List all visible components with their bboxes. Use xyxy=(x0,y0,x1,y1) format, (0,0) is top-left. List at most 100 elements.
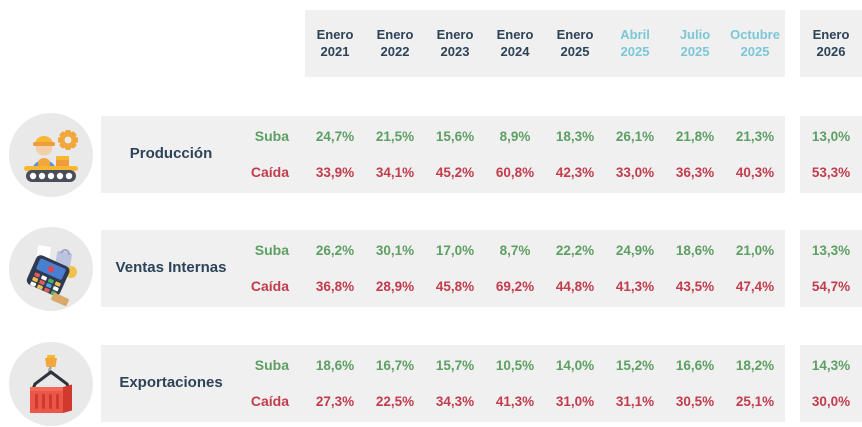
column-gap xyxy=(785,116,800,193)
value-cell: 18,6% xyxy=(315,358,355,373)
value-cell: 24,7% xyxy=(315,129,355,144)
values-grid: 26,2% 30,1% 17,0% 8,7% 22,2% 24,9% 18,6% 21,0% … xyxy=(305,230,785,307)
value-cell: 14,0% xyxy=(555,358,595,373)
value-cell: 47,4% xyxy=(735,279,775,294)
value-cell: 15,7% xyxy=(435,358,475,373)
row-icon-cell xyxy=(0,226,101,311)
value-cell: 33,0% xyxy=(615,165,655,180)
header-last-band: Enero 2026 xyxy=(800,10,862,77)
value-cell: 15,6% xyxy=(435,129,475,144)
month-header: Enero 2026 xyxy=(812,26,850,59)
value-cell: 28,9% xyxy=(375,279,415,294)
month-header: Enero 2021 xyxy=(316,26,354,59)
header-band: Enero 2021 Enero 2022 Enero 2023 Enero 2… xyxy=(305,10,785,77)
caida-label: Caída xyxy=(250,393,289,409)
value-cell: 33,9% xyxy=(315,165,355,180)
caida-values: 36,8% 28,9% 45,8% 69,2% 44,8% 41,3% 43,5% 47,4% xyxy=(305,277,785,296)
month-header: Enero 2025 xyxy=(556,26,594,59)
month-header: Enero 2024 xyxy=(496,26,534,59)
value-cell: 26,2% xyxy=(315,243,355,258)
column-gap xyxy=(785,10,800,77)
value-cell: 27,3% xyxy=(315,394,355,409)
value-cell: 44,8% xyxy=(555,279,595,294)
value-cell: 22,2% xyxy=(555,243,595,258)
value-cell: 36,8% xyxy=(315,279,355,294)
row-exportaciones: Exportaciones Suba Caída 18,6% 16,7% 15,7%… xyxy=(0,341,862,426)
row-band: Producción Suba Caída 24,7% 21,5% 15,6% 8,9… xyxy=(101,116,785,193)
value-cell: 16,6% xyxy=(675,358,715,373)
value-cell: 53,3% xyxy=(811,165,851,180)
value-cell: 30,1% xyxy=(375,243,415,258)
value-cell: 8,7% xyxy=(499,243,531,258)
row-band: Exportaciones Suba Caída 18,6% 16,7% 15,7%… xyxy=(101,345,785,422)
column-gap xyxy=(785,230,800,307)
value-cell: 24,9% xyxy=(615,243,655,258)
value-cell: 31,0% xyxy=(555,394,595,409)
value-cell: 34,3% xyxy=(435,394,475,409)
row-last-band: 14,3% 30,0% xyxy=(800,345,862,422)
value-cell: 54,7% xyxy=(811,279,851,294)
value-cell: 42,3% xyxy=(555,165,595,180)
row-band: Ventas Internas Suba Caída 26,2% 30,1% 17,… xyxy=(101,230,785,307)
value-cell: 13,3% xyxy=(811,243,851,258)
caida-values: 33,9% 34,1% 45,2% 60,8% 42,3% 33,0% 36,3% 40,3% xyxy=(305,163,785,182)
suba-label: Suba xyxy=(254,242,289,258)
factory-worker-icon xyxy=(8,112,93,197)
value-cell: 41,3% xyxy=(495,394,535,409)
value-cell: 15,2% xyxy=(615,358,655,373)
values-grid: 24,7% 21,5% 15,6% 8,9% 18,3% 26,1% 21,8% 21,3% … xyxy=(305,116,785,193)
value-cell: 22,5% xyxy=(375,394,415,409)
value-cell: 45,8% xyxy=(435,279,475,294)
value-cell: 31,1% xyxy=(615,394,655,409)
month-header: Octubre 2025 xyxy=(730,26,780,59)
row-produccion: Producción Suba Caída 24,7% 21,5% 15,6% 8,9… xyxy=(0,112,862,197)
value-cell: 18,2% xyxy=(735,358,775,373)
shipping-container-icon xyxy=(8,341,93,426)
suba-values: 24,7% 21,5% 15,6% 8,9% 18,3% 26,1% 21,8% 21,3% xyxy=(305,127,785,146)
value-cell: 30,5% xyxy=(675,394,715,409)
row-ventas-internas: Ventas Internas Suba Caída 26,2% 30,1% 17,… xyxy=(0,226,862,311)
value-cell: 13,0% xyxy=(811,129,851,144)
value-cell: 25,1% xyxy=(735,394,775,409)
header-spacer xyxy=(0,10,305,77)
value-cell: 30,0% xyxy=(811,394,851,409)
row-label: Exportaciones xyxy=(119,374,223,392)
value-cell: 14,3% xyxy=(811,358,851,373)
value-cell: 36,3% xyxy=(675,165,715,180)
value-cell: 21,0% xyxy=(735,243,775,258)
suba-label: Suba xyxy=(254,357,289,373)
row-icon-cell xyxy=(0,341,101,426)
value-cell: 18,6% xyxy=(675,243,715,258)
caida-values: 27,3% 22,5% 34,3% 41,3% 31,0% 31,1% 30,5% 25,1% xyxy=(305,392,785,411)
caida-label: Caída xyxy=(250,278,289,294)
values-grid: 18,6% 16,7% 15,7% 10,5% 14,0% 15,2% 16,6% 18,2%… xyxy=(305,345,785,422)
value-cell: 17,0% xyxy=(435,243,475,258)
value-cell: 21,3% xyxy=(735,129,775,144)
value-cell: 26,1% xyxy=(615,129,655,144)
value-cell: 21,5% xyxy=(375,129,415,144)
value-cell: 21,8% xyxy=(675,129,715,144)
pos-terminal-icon xyxy=(8,226,93,311)
month-header: Enero 2022 xyxy=(376,26,414,59)
series-labels: Suba Caída xyxy=(241,116,305,193)
header-row: Enero 2021 Enero 2022 Enero 2023 Enero 2… xyxy=(0,10,862,77)
column-gap xyxy=(785,345,800,422)
month-header: Abril 2025 xyxy=(620,26,650,59)
suba-values: 18,6% 16,7% 15,7% 10,5% 14,0% 15,2% 16,6% 18,2% xyxy=(305,356,785,375)
suba-label: Suba xyxy=(254,128,289,144)
value-cell: 18,3% xyxy=(555,129,595,144)
value-cell: 10,5% xyxy=(495,358,535,373)
row-label: Producción xyxy=(129,145,213,163)
series-labels: Suba Caída xyxy=(241,230,305,307)
value-cell: 45,2% xyxy=(435,165,475,180)
caida-label: Caída xyxy=(250,164,289,180)
value-cell: 69,2% xyxy=(495,279,535,294)
row-icon-cell xyxy=(0,112,101,197)
value-cell: 8,9% xyxy=(499,129,531,144)
value-cell: 40,3% xyxy=(735,165,775,180)
value-cell: 34,1% xyxy=(375,165,415,180)
suba-values: 26,2% 30,1% 17,0% 8,7% 22,2% 24,9% 18,6% 21,0% xyxy=(305,241,785,260)
value-cell: 41,3% xyxy=(615,279,655,294)
row-last-band: 13,0% 53,3% xyxy=(800,116,862,193)
